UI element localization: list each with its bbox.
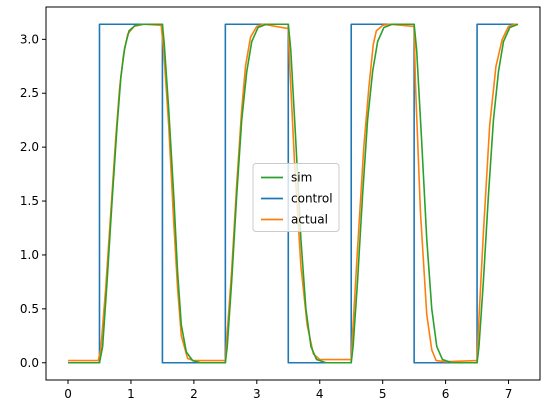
y-axis: 0.0 0.5 1.0 1.5 2.0 2.5 3.0 — [20, 32, 46, 370]
legend-label-actual: actual — [291, 213, 328, 227]
x-tick-label: 1 — [127, 387, 135, 401]
y-tick-label: 3.0 — [20, 32, 39, 46]
series-line-sim — [68, 23, 519, 364]
y-tick-label: 0.5 — [20, 302, 39, 316]
y-tick-label: 1.0 — [20, 248, 39, 262]
y-tick-label: 1.5 — [20, 194, 39, 208]
y-tick-label: 0.0 — [20, 356, 39, 370]
legend: sim control actual — [252, 163, 340, 232]
x-tick-label: 6 — [442, 387, 450, 401]
legend-label-control: control — [291, 192, 333, 206]
legend-label-sim: sim — [291, 171, 312, 185]
x-tick-label: 5 — [379, 387, 387, 401]
x-tick-label: 0 — [64, 387, 72, 401]
x-tick-label: 4 — [316, 387, 324, 401]
x-tick-label: 3 — [253, 387, 261, 401]
legend-box — [252, 163, 340, 232]
plot-frame — [45, 6, 541, 381]
x-tick-label: 7 — [505, 387, 513, 401]
x-axis: 0 1 2 3 4 5 6 7 — [64, 380, 512, 401]
y-tick-label: 2.5 — [20, 86, 39, 100]
x-tick-label: 2 — [190, 387, 198, 401]
y-tick-label: 2.0 — [20, 140, 39, 154]
